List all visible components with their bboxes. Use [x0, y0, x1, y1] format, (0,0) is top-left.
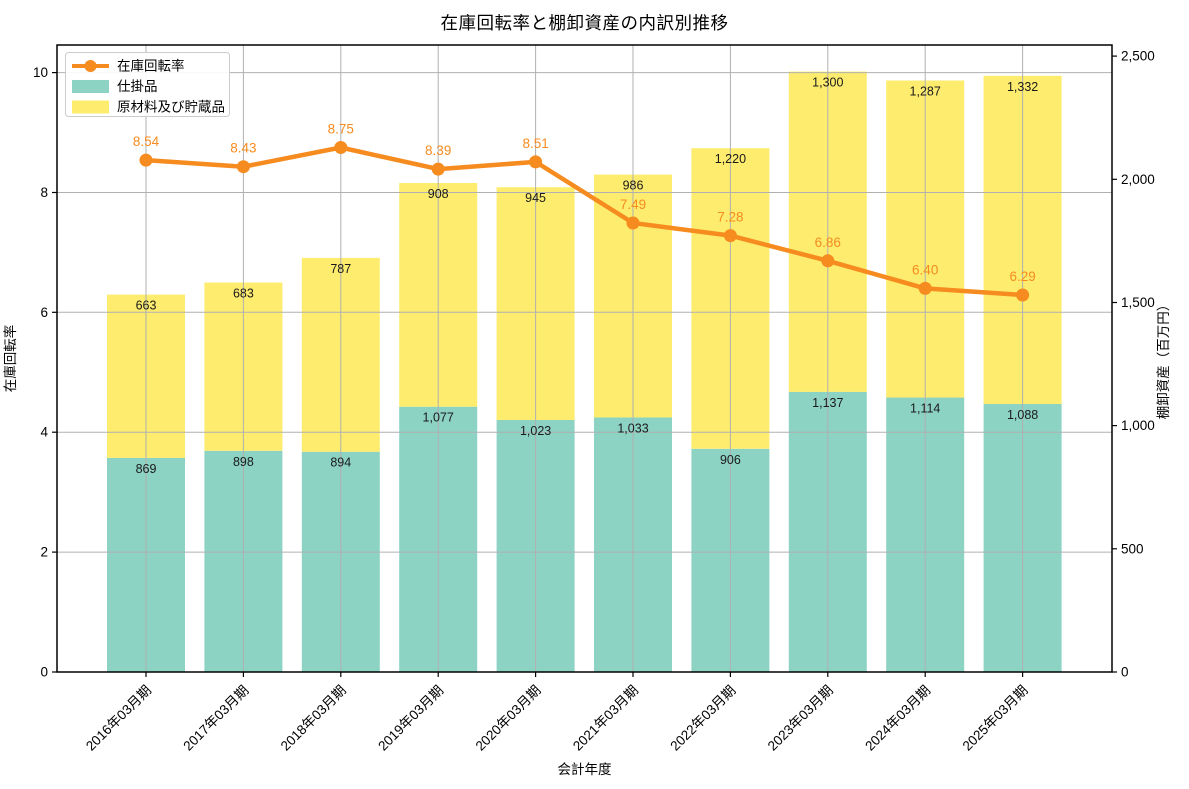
x-axis: 2016年03月期 2017年03月期 2018年03月期 2019年03月期 2020…: [83, 672, 1031, 777]
x-axis-title: 会計年度: [558, 762, 612, 777]
bars-layer: [107, 71, 1062, 672]
bar-value-label: 1,023: [520, 424, 551, 438]
y-left-tick-label: 0: [40, 665, 48, 680]
bar-value-label: 683: [233, 287, 254, 301]
legend-item: 在庫回転率: [72, 58, 185, 74]
bar-value-label: 908: [428, 187, 449, 201]
line-marker: [918, 281, 932, 295]
bar-value-label: 1,287: [910, 85, 941, 99]
bar-value-label: 1,220: [715, 152, 746, 166]
x-tick-label: 2022年03月期: [667, 683, 738, 754]
line-marker: [1016, 288, 1030, 302]
y-right-tick-label: 2,500: [1121, 49, 1155, 64]
y-right-tick-label: 1,000: [1121, 418, 1155, 433]
bar-value-label: 1,077: [423, 411, 454, 425]
y-axis-left: 0 2 4 6 8 10 在庫回転率: [2, 65, 57, 680]
legend-marker: [84, 60, 97, 72]
y-axis-right-title: 棚卸資産（百万円）: [1156, 298, 1171, 420]
bar-value-label: 898: [233, 455, 254, 469]
x-tick-label: 2021年03月期: [570, 683, 641, 754]
line-value-label: 6.29: [1009, 269, 1035, 284]
bar-value-label: 1,137: [812, 396, 843, 410]
line-marker: [334, 141, 348, 154]
bar-value-label: 894: [330, 456, 351, 470]
line-value-label: 8.51: [522, 136, 548, 151]
bar-value-label: 1,332: [1007, 80, 1038, 94]
y-right-tick-label: 0: [1121, 665, 1129, 680]
x-tick-label: 2023年03月期: [765, 683, 836, 754]
line-marker: [626, 216, 640, 230]
gridlines-layer: [57, 45, 1112, 672]
bar-value-label: 1,033: [617, 422, 648, 436]
x-tick-label: 2017年03月期: [180, 683, 251, 754]
plot-border: [56, 44, 1113, 673]
y-right-tick-label: 500: [1121, 541, 1144, 556]
line-value-label: 8.54: [133, 134, 160, 149]
x-tick-label: 2016年03月期: [83, 683, 154, 754]
x-tick-label: 2019年03月期: [375, 683, 446, 754]
y-left-tick-label: 10: [33, 65, 48, 80]
bar-value-label: 1,088: [1007, 408, 1038, 422]
y-left-tick-label: 6: [40, 305, 48, 320]
bar-value-label: 1,114: [910, 402, 940, 416]
y-left-tick-label: 8: [40, 185, 48, 200]
legend-label: 在庫回転率: [117, 58, 185, 74]
line-value-label: 8.75: [328, 122, 354, 137]
bar-value-label: 869: [136, 462, 157, 476]
bar-value-label: 906: [720, 453, 741, 467]
line-value-label: 8.39: [425, 143, 451, 158]
line-marker: [139, 153, 153, 167]
chart-title: 在庫回転率と棚卸資産の内訳別推移: [440, 13, 729, 33]
y-left-tick-label: 2: [40, 545, 48, 560]
line-path: [143, 145, 1025, 298]
legend-swatch: [72, 100, 109, 114]
x-tick-label: 2025年03月期: [960, 683, 1031, 754]
bar-value-label: 787: [330, 262, 351, 276]
y-axis-left-title: 在庫回転率: [2, 325, 18, 393]
bar-value-label: 1,300: [812, 76, 843, 90]
legend-label: 仕掛品: [117, 79, 158, 94]
legend-swatch: [72, 80, 109, 93]
legend-item: 原材料及び貯蔵品: [72, 100, 225, 115]
line-value-label: 8.43: [230, 141, 256, 156]
line-marker: [431, 162, 445, 176]
line-marker: [236, 160, 250, 174]
line-value-label: 7.28: [717, 210, 743, 225]
bar-value-label: 986: [623, 179, 644, 193]
y-axis-right: 0 500 1,000 1,500 2,000 2,500 棚卸資産（百万円）: [1112, 49, 1171, 680]
line-value-label: 7.49: [620, 197, 646, 212]
line-marker: [529, 155, 543, 169]
legend-label: 原材料及び貯蔵品: [117, 100, 225, 115]
legend-item: 仕掛品: [72, 79, 158, 94]
y-right-tick-label: 2,000: [1121, 172, 1155, 187]
x-tick-label: 2018年03月期: [278, 683, 349, 754]
y-left-tick-label: 4: [40, 425, 48, 440]
x-tick-label: 2024年03月期: [862, 683, 933, 754]
y-right-tick-label: 1,500: [1121, 295, 1155, 310]
line-value-label: 6.86: [815, 235, 841, 250]
bar-value-label: 663: [136, 299, 157, 313]
x-tick-label: 2020年03月期: [473, 683, 544, 754]
line-marker: [821, 254, 835, 268]
line-value-label: 6.40: [912, 262, 938, 277]
bar-value-labels: 869 898 894 1,077 1,023 1,033 906 1,137 1,114 1,0…: [136, 76, 1039, 476]
bar-value-label: 945: [525, 191, 546, 205]
line-marker: [723, 229, 737, 243]
line-series: 8.54 8.43 8.75 8.39 8.51 7.49 7.28 6.86 6.40 6.29: [133, 122, 1036, 302]
